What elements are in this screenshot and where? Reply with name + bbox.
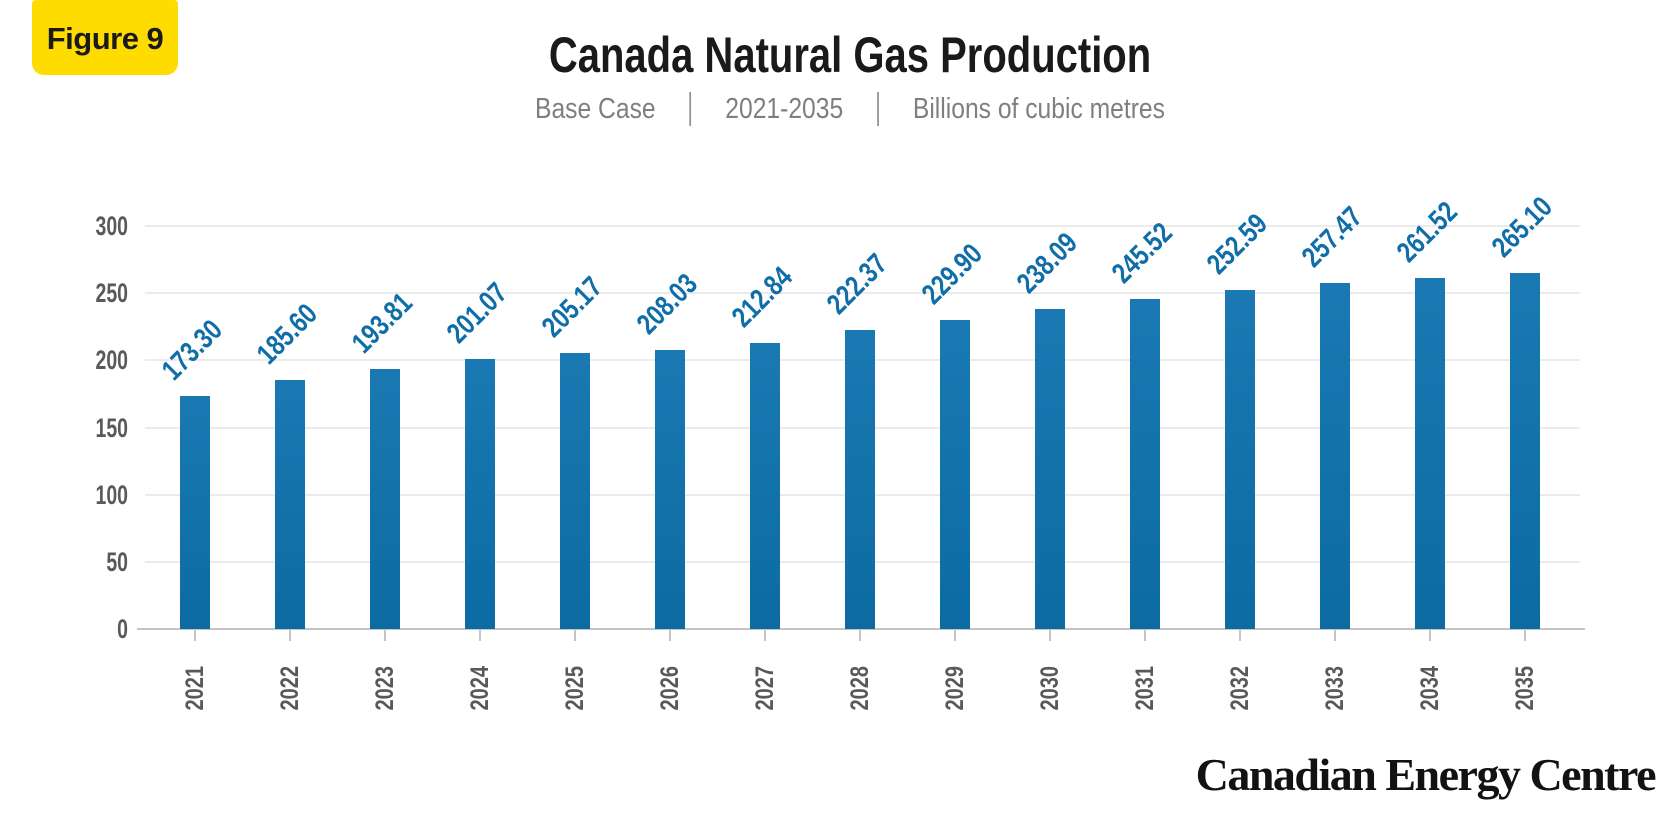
x-axis-tick-2032 [1239, 630, 1241, 641]
value-label-2031: 245.52 [1106, 217, 1179, 290]
subtitle-separator [689, 92, 692, 126]
y-axis-tick-150: 150 [95, 412, 128, 443]
bar-2027 [750, 343, 780, 629]
value-label-2034: 261.52 [1391, 195, 1464, 269]
x-axis-tick-2024 [479, 630, 481, 641]
x-axis-tick-2028 [859, 630, 861, 641]
x-axis-tick-2027 [764, 630, 766, 641]
bar-2021 [180, 396, 210, 629]
x-axis-tick-2035 [1524, 630, 1526, 641]
bar-2022 [275, 379, 305, 629]
bar-2031 [1130, 299, 1160, 629]
x-axis-label-2031: 2031 [1131, 666, 1159, 711]
bar-2035 [1510, 272, 1540, 629]
chart-subtitle: Base Case 2021-2035 Billions of cubic me… [255, 92, 1445, 126]
subtitle-separator [877, 92, 879, 126]
bar-2029 [940, 320, 970, 629]
x-axis-label-2033: 2033 [1321, 666, 1349, 711]
gridline-250 [145, 292, 1580, 295]
x-axis-label-2025: 2025 [561, 666, 589, 711]
brand-logo-text: Canadian Energy Centre [1195, 749, 1657, 800]
y-axis-tick-0: 0 [117, 614, 128, 644]
x-axis-tick-2031 [1144, 630, 1146, 641]
chart-header: Canada Natural Gas Production Base Case … [150, 26, 1550, 126]
x-axis-label-2021: 2021 [181, 666, 209, 711]
value-label-2023: 193.81 [346, 286, 419, 360]
bar-2032 [1225, 289, 1255, 629]
bar-2033 [1320, 283, 1350, 629]
value-label-2026: 208.03 [631, 267, 704, 341]
value-label-2024: 201.07 [441, 276, 514, 350]
value-label-2025: 205.17 [536, 271, 609, 345]
value-label-2035: 265.10 [1486, 190, 1559, 264]
y-axis-tick-50: 50 [106, 546, 128, 577]
x-axis-label-2030: 2030 [1036, 666, 1064, 711]
y-axis-tick-200: 200 [95, 345, 128, 376]
x-axis-label-2035: 2035 [1511, 666, 1539, 711]
x-axis-tick-2022 [289, 630, 291, 641]
subtitle-scenario: Base Case [535, 92, 656, 125]
bar-2034 [1415, 277, 1445, 629]
x-axis-label-2027: 2027 [751, 666, 779, 711]
x-axis-line [137, 628, 1585, 630]
chart-title: Canada Natural Gas Production [548, 27, 1152, 83]
x-axis-tick-2025 [574, 630, 576, 641]
y-axis-tick-250: 250 [95, 278, 128, 309]
y-axis-tick-300: 300 [95, 211, 128, 241]
x-axis-label-2028: 2028 [846, 666, 874, 711]
x-axis-tick-2033 [1334, 630, 1336, 641]
x-axis-tick-2030 [1049, 630, 1051, 641]
x-axis-tick-2034 [1429, 630, 1431, 641]
value-label-2028: 222.37 [821, 248, 894, 321]
bar-2030 [1035, 309, 1065, 629]
bar-2028 [845, 330, 875, 629]
x-axis-label-2034: 2034 [1416, 666, 1444, 711]
value-label-2021: 173.30 [156, 314, 229, 387]
x-axis-label-2022: 2022 [276, 666, 304, 711]
x-axis-tick-2021 [194, 630, 196, 641]
x-axis-label-2023: 2023 [371, 666, 399, 711]
x-axis-tick-2023 [384, 630, 386, 641]
subtitle-period: 2021-2035 [725, 92, 844, 125]
x-axis-tick-2026 [669, 630, 671, 641]
x-axis-label-2029: 2029 [941, 666, 969, 711]
figure-number-badge: Figure 9 [32, 0, 178, 75]
figure-number-label: Figure 9 [46, 20, 164, 56]
x-axis-tick-2029 [954, 630, 956, 641]
y-axis-tick-100: 100 [95, 479, 128, 510]
value-label-2030: 238.09 [1011, 227, 1084, 300]
subtitle-units: Billions of cubic metres [912, 92, 1165, 125]
value-label-2033: 257.47 [1296, 201, 1369, 274]
value-label-2032: 252.59 [1201, 207, 1274, 281]
value-label-2027: 212.84 [726, 260, 799, 334]
x-axis-label-2024: 2024 [466, 666, 494, 711]
gridline-300 [145, 225, 1580, 227]
x-axis-label-2026: 2026 [656, 666, 684, 711]
bar-2025 [560, 353, 590, 629]
x-axis-label-2032: 2032 [1226, 666, 1254, 711]
bar-2023 [370, 368, 400, 629]
bar-2024 [465, 358, 495, 629]
value-label-2029: 229.90 [916, 238, 989, 311]
bar-2026 [655, 349, 685, 629]
